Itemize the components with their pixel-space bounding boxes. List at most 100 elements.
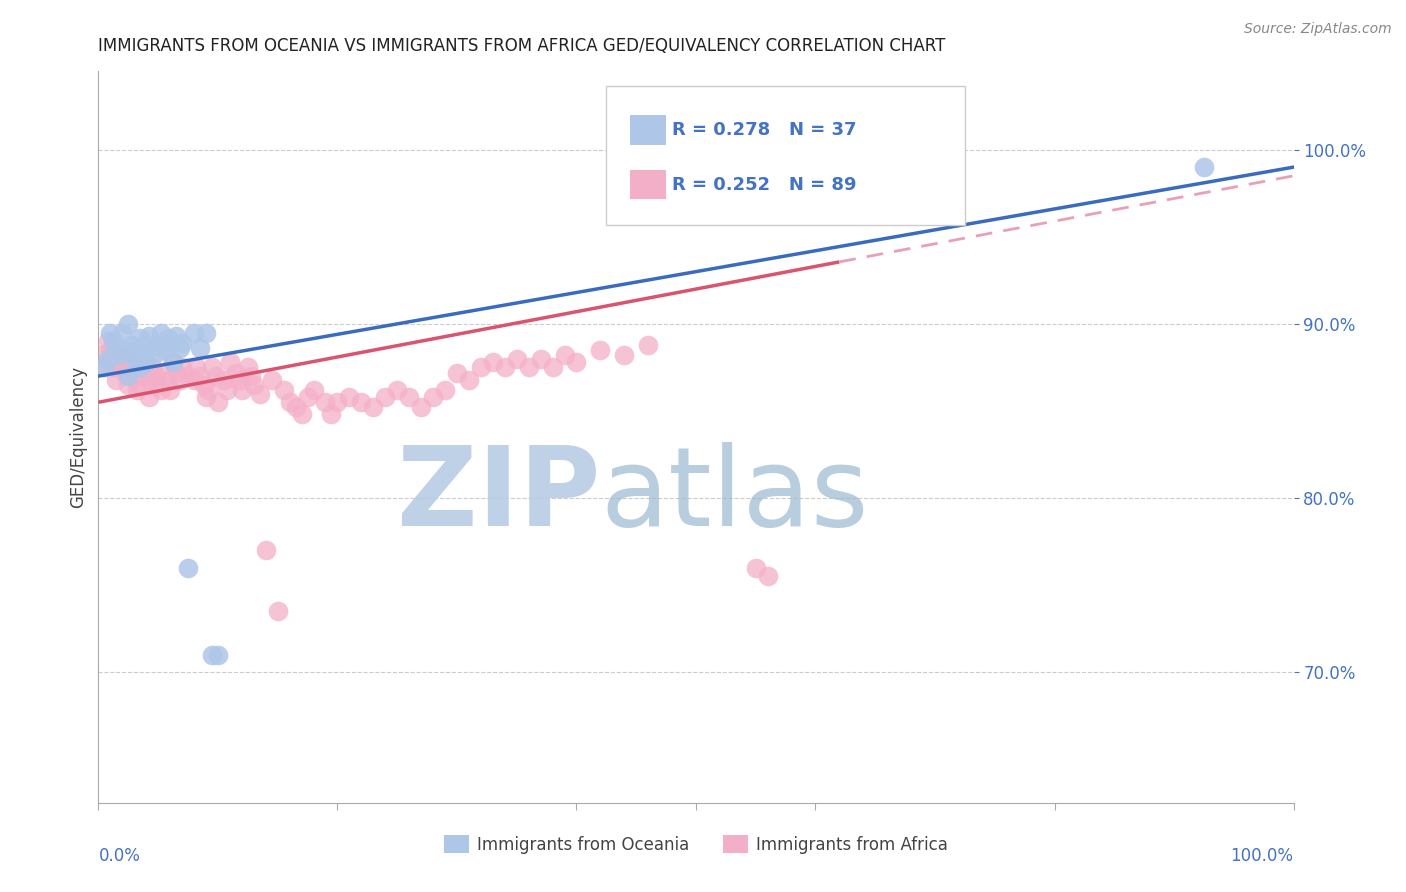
Point: [411, 401, 433, 415]
Point: [169, 341, 191, 355]
Point: [458, 373, 481, 387]
Point: [114, 343, 136, 357]
Point: [756, 569, 779, 583]
Point: [249, 386, 271, 401]
Point: [363, 401, 385, 415]
Point: [124, 369, 146, 384]
Point: [254, 543, 277, 558]
Point: [159, 338, 181, 352]
Point: [204, 369, 226, 384]
Point: [125, 355, 148, 369]
Text: 0.0%: 0.0%: [98, 847, 141, 864]
Point: [589, 343, 612, 357]
Point: [149, 383, 172, 397]
Text: IMMIGRANTS FROM OCEANIA VS IMMIGRANTS FROM AFRICA GED/EQUIVALENCY CORRELATION CH: IMMIGRANTS FROM OCEANIA VS IMMIGRANTS FR…: [98, 37, 946, 54]
Point: [278, 395, 301, 409]
Point: [148, 338, 170, 352]
Point: [149, 326, 172, 340]
Point: [195, 326, 218, 340]
Point: [315, 395, 337, 409]
Point: [101, 360, 124, 375]
Point: [302, 383, 325, 397]
Point: [267, 604, 290, 618]
Point: [183, 373, 205, 387]
Point: [565, 355, 588, 369]
Point: [243, 377, 266, 392]
Point: [350, 395, 373, 409]
Point: [141, 360, 163, 375]
Point: [385, 383, 409, 397]
Point: [201, 648, 224, 662]
Point: [339, 390, 361, 404]
Point: [98, 343, 122, 357]
Point: [111, 360, 134, 375]
Point: [132, 343, 155, 357]
Point: [101, 334, 124, 349]
Point: [297, 390, 319, 404]
Point: [219, 355, 242, 369]
FancyBboxPatch shape: [630, 115, 666, 145]
Point: [132, 360, 155, 375]
Point: [121, 338, 143, 352]
Point: [97, 351, 120, 366]
Point: [124, 346, 146, 360]
Point: [117, 369, 139, 384]
Point: [193, 377, 215, 392]
Point: [105, 338, 128, 352]
FancyBboxPatch shape: [630, 170, 666, 200]
Point: [207, 395, 229, 409]
Text: ZIP: ZIP: [396, 442, 600, 549]
Point: [434, 383, 457, 397]
Point: [145, 346, 167, 360]
Point: [236, 360, 259, 375]
Point: [446, 366, 468, 380]
Text: 100.0%: 100.0%: [1230, 847, 1294, 864]
Point: [326, 395, 349, 409]
Point: [260, 373, 283, 387]
Point: [165, 329, 187, 343]
Point: [105, 373, 128, 387]
Point: [398, 390, 420, 404]
Point: [156, 331, 179, 345]
Point: [231, 383, 253, 397]
Point: [165, 366, 187, 380]
Point: [145, 369, 167, 384]
Point: [162, 355, 184, 369]
Point: [177, 560, 200, 574]
Point: [228, 373, 250, 387]
Point: [291, 408, 314, 422]
Point: [159, 383, 181, 397]
Point: [183, 326, 205, 340]
Point: [188, 341, 211, 355]
Point: [422, 390, 444, 404]
Point: [273, 383, 295, 397]
Point: [494, 360, 516, 375]
Point: [141, 339, 163, 353]
Point: [541, 360, 564, 375]
Text: Source: ZipAtlas.com: Source: ZipAtlas.com: [1244, 22, 1392, 37]
Point: [156, 373, 179, 387]
Text: R = 0.252   N = 89: R = 0.252 N = 89: [672, 176, 856, 194]
Point: [138, 329, 160, 343]
Text: R = 0.278   N = 37: R = 0.278 N = 37: [672, 121, 856, 139]
Point: [186, 360, 208, 375]
Point: [506, 351, 529, 366]
Point: [129, 377, 152, 392]
Point: [530, 351, 553, 366]
Point: [637, 338, 659, 352]
Point: [745, 560, 768, 574]
Point: [125, 383, 148, 397]
Point: [105, 348, 128, 362]
Point: [217, 383, 239, 397]
FancyBboxPatch shape: [606, 86, 965, 225]
Point: [108, 355, 131, 369]
Point: [207, 648, 229, 662]
Point: [188, 369, 211, 384]
Point: [1192, 160, 1215, 174]
Point: [111, 326, 134, 340]
Point: [121, 360, 143, 375]
Point: [117, 317, 139, 331]
Point: [554, 348, 576, 362]
Point: [201, 360, 224, 375]
Point: [98, 326, 122, 340]
